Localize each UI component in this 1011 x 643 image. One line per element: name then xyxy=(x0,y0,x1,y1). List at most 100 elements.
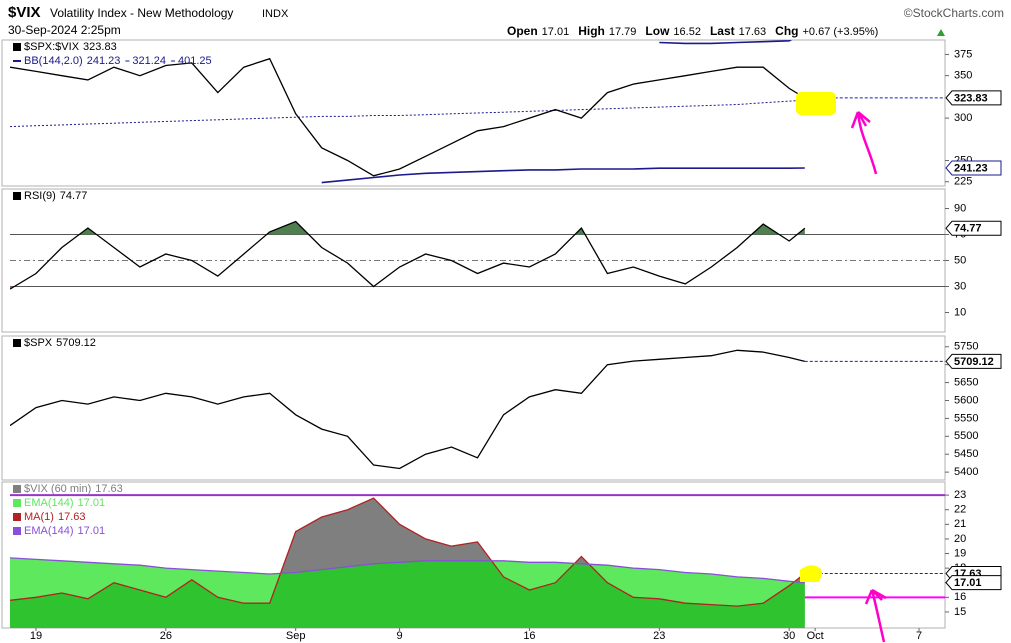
x-tick-label: 16 xyxy=(523,630,535,642)
x-tick-label: 19 xyxy=(30,630,42,642)
y-tick-label: 50 xyxy=(954,254,966,266)
y-tick-label: 5450 xyxy=(954,448,978,460)
y-tick-label: 20 xyxy=(954,533,966,545)
highlight xyxy=(796,92,836,115)
x-tick-label: 23 xyxy=(653,630,665,642)
line xyxy=(10,557,805,584)
legend-value: 17.63 xyxy=(95,483,123,495)
band-lower xyxy=(321,167,805,184)
x-tick-label: Sep xyxy=(286,630,306,642)
quote-label: High xyxy=(578,24,605,38)
line xyxy=(10,57,806,177)
legend-label: BB(144,2.0) xyxy=(24,55,83,67)
quote-label: Last xyxy=(710,24,735,38)
credit: ©StockCharts.com xyxy=(904,6,1004,20)
panel: 1516171819202122231926Sep9162330Oct717.6… xyxy=(1,481,1002,642)
panel-frame xyxy=(1,335,946,481)
y-tick-label: 375 xyxy=(954,48,972,60)
legend-swatch xyxy=(13,43,21,51)
last-value-box xyxy=(945,90,1002,106)
legend-value: 17.01 xyxy=(78,525,106,537)
panel: 540054505500555056005650570057505709.12$… xyxy=(1,335,1002,481)
x-tick-label: 26 xyxy=(160,630,172,642)
overbought-fill xyxy=(10,221,805,235)
legend-label: EMA(144) xyxy=(24,497,74,509)
legend-label: MA(1) xyxy=(24,511,54,523)
line xyxy=(10,349,805,470)
line xyxy=(10,497,806,607)
annotation-arrow xyxy=(864,588,887,643)
overlap-area xyxy=(10,557,805,628)
last-value-label: 17.01 xyxy=(954,577,982,589)
legend-label: $SPX xyxy=(24,337,53,349)
last-value-box xyxy=(945,160,1002,176)
y-tick-label: 19 xyxy=(954,547,966,559)
y-tick-label: 16 xyxy=(954,591,966,603)
annotation-arrow xyxy=(850,111,878,175)
legend-value: 241.23 xyxy=(87,55,121,67)
legend-value: 5709.12 xyxy=(56,337,96,349)
quote-label: Chg xyxy=(775,24,798,38)
panel-frame xyxy=(1,39,946,187)
y-tick-label: 30 xyxy=(954,280,966,292)
y-tick-label: 90 xyxy=(954,202,966,214)
legend-value: 401.25 xyxy=(178,55,212,67)
y-tick-label: 21 xyxy=(954,518,966,530)
band-upper xyxy=(659,40,793,45)
y-tick-label: 10 xyxy=(954,306,966,318)
quote-label: Low xyxy=(645,24,670,38)
last-value-label: 323.83 xyxy=(954,92,988,104)
legend-swatch xyxy=(13,485,21,493)
x-tick-label: 30 xyxy=(783,630,795,642)
last-value-box xyxy=(945,353,1002,369)
legend-swatch xyxy=(13,339,21,347)
y-tick-label: 5650 xyxy=(954,376,978,388)
legend-swatch xyxy=(13,513,21,521)
y-tick-label: 5750 xyxy=(954,341,978,353)
y-tick-label: 300 xyxy=(954,112,972,124)
y-tick-label: 5400 xyxy=(954,466,978,478)
symbol: $VIX xyxy=(8,4,41,21)
legend-value: 74.77 xyxy=(60,190,88,202)
legend-value: 321.24 xyxy=(132,55,166,67)
y-tick-label: 5500 xyxy=(954,430,978,442)
legend-label: RSI(9) xyxy=(24,190,56,202)
y-tick-label: 15 xyxy=(954,606,966,618)
exchange: INDX xyxy=(262,8,289,20)
y-tick-label: 5600 xyxy=(954,394,978,406)
legend-swatch xyxy=(13,499,21,507)
quote-value: 17.79 xyxy=(609,26,637,38)
y-tick-label: 23 xyxy=(954,489,966,501)
legend-label: $SPX:$VIX xyxy=(24,41,80,53)
legend-label: $VIX (60 min) xyxy=(24,483,91,495)
last-value-box xyxy=(945,575,1002,591)
y-tick-label: 5550 xyxy=(954,412,978,424)
legend-swatch xyxy=(13,527,21,535)
last-value-label: 5709.12 xyxy=(954,356,994,368)
plot-area xyxy=(10,40,945,184)
x-tick-label: 9 xyxy=(397,630,403,642)
quote-value: 17.63 xyxy=(739,26,767,38)
y-tick-label: 350 xyxy=(954,70,972,82)
plot-area xyxy=(10,349,945,470)
x-tick-label: 7 xyxy=(916,630,922,642)
legend-value: 17.01 xyxy=(78,497,106,509)
plot-area xyxy=(10,220,945,290)
up-arrow xyxy=(937,29,945,36)
legend-value: 17.63 xyxy=(58,511,86,523)
y-tick-label: 225 xyxy=(954,176,972,188)
quote: Open 17.01 High 17.79 Low 16.52 Last 17.63 Chg +0… xyxy=(507,24,878,38)
line xyxy=(10,220,806,290)
legend-swatch xyxy=(13,192,21,200)
quote-value: +0.67 (+3.95%) xyxy=(802,26,878,38)
security-name: Volatility Index - New Methodology xyxy=(50,6,233,20)
last-value-label: 241.23 xyxy=(954,162,988,174)
last-value-box xyxy=(945,220,1002,236)
x-tick-label: Oct xyxy=(807,630,824,642)
quote-label: Open xyxy=(507,24,538,38)
